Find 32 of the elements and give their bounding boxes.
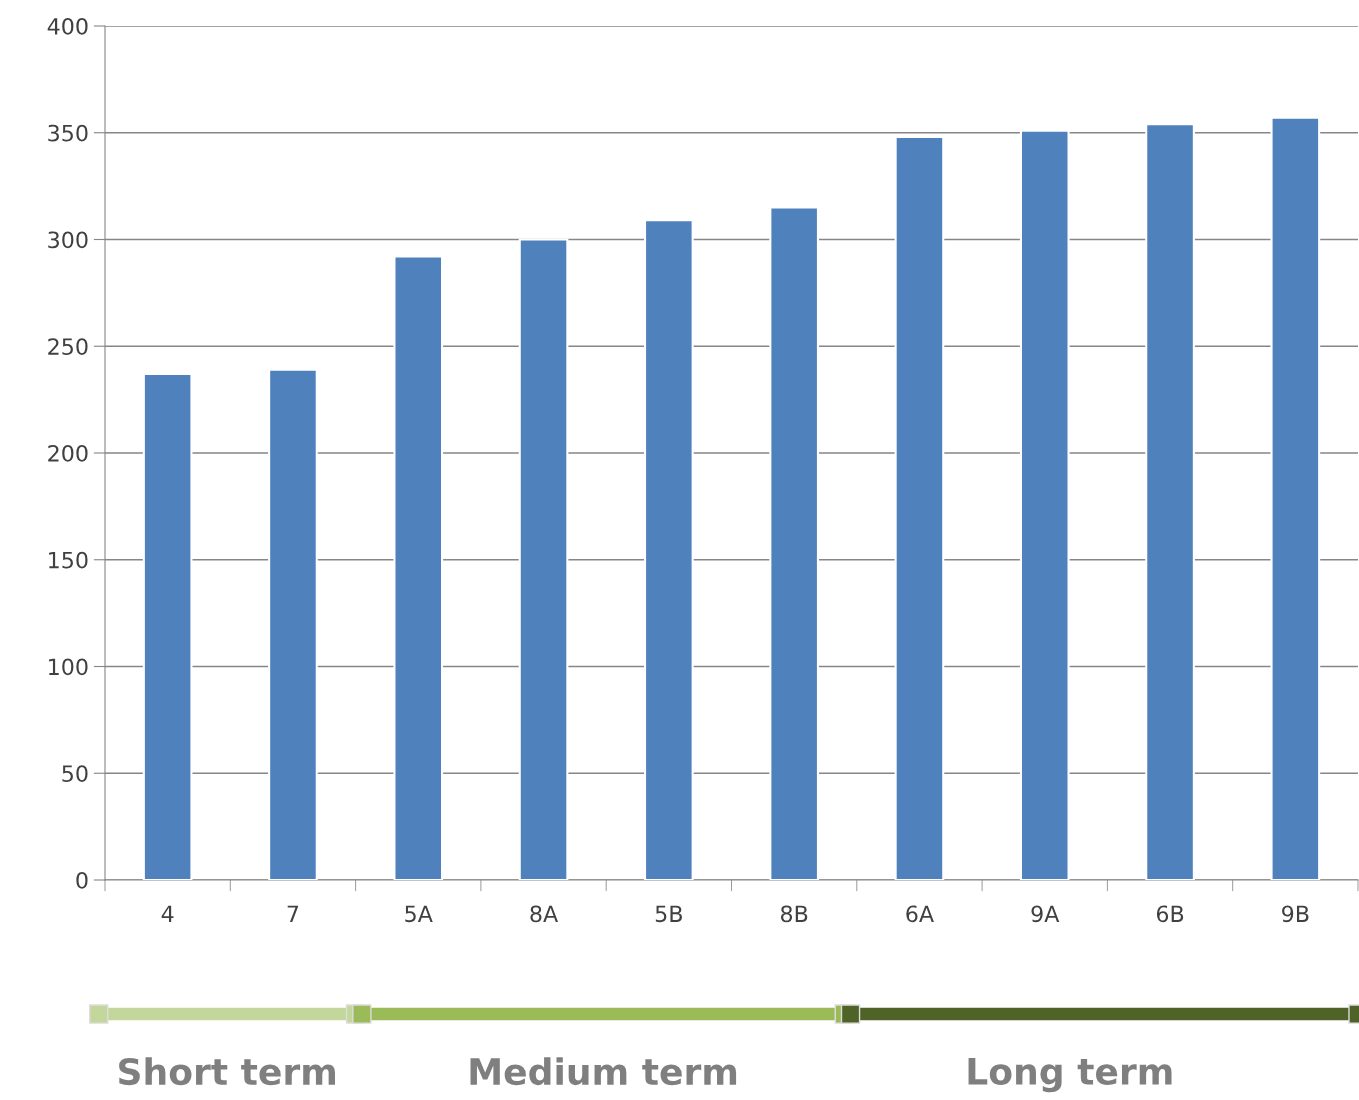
y-tick-label: 350 xyxy=(48,124,88,142)
bar xyxy=(393,255,444,880)
x-tick-label: 5A xyxy=(405,905,433,923)
bar xyxy=(268,368,318,880)
text: Medium term xyxy=(470,1057,737,1086)
bar xyxy=(769,206,819,880)
x-tick-label: 6B xyxy=(1156,905,1184,923)
bar xyxy=(894,135,945,880)
bar xyxy=(1019,129,1070,880)
bar xyxy=(142,372,193,880)
bar xyxy=(518,238,569,880)
y-tick-label: 0 xyxy=(76,871,88,889)
y-tick-label: 200 xyxy=(48,444,88,462)
bar xyxy=(644,219,694,880)
x-tick-label: 8B xyxy=(780,905,808,923)
y-tick-label: 300 xyxy=(48,231,88,249)
y-tick-label: 150 xyxy=(49,551,88,569)
bar xyxy=(1270,116,1321,880)
text: Short term xyxy=(119,1057,335,1086)
x-tick-label: 6A xyxy=(906,905,934,923)
x-tick-label: 8A xyxy=(530,905,559,923)
y-tick-label: 400 xyxy=(47,17,88,35)
x-tick-label: 9A xyxy=(1031,905,1060,923)
x-tick-label: 7 xyxy=(287,905,299,922)
y-tick-label: 50 xyxy=(62,765,88,783)
x-tick-label: 9B xyxy=(1282,905,1309,923)
y-tick-label: 250 xyxy=(48,338,88,356)
y-tick-label: 100 xyxy=(49,658,88,676)
bar xyxy=(1145,123,1195,880)
text: Long term xyxy=(968,1058,1172,1093)
x-tick-label: 4 xyxy=(161,905,174,922)
x-tick-label: 5B xyxy=(655,905,682,923)
